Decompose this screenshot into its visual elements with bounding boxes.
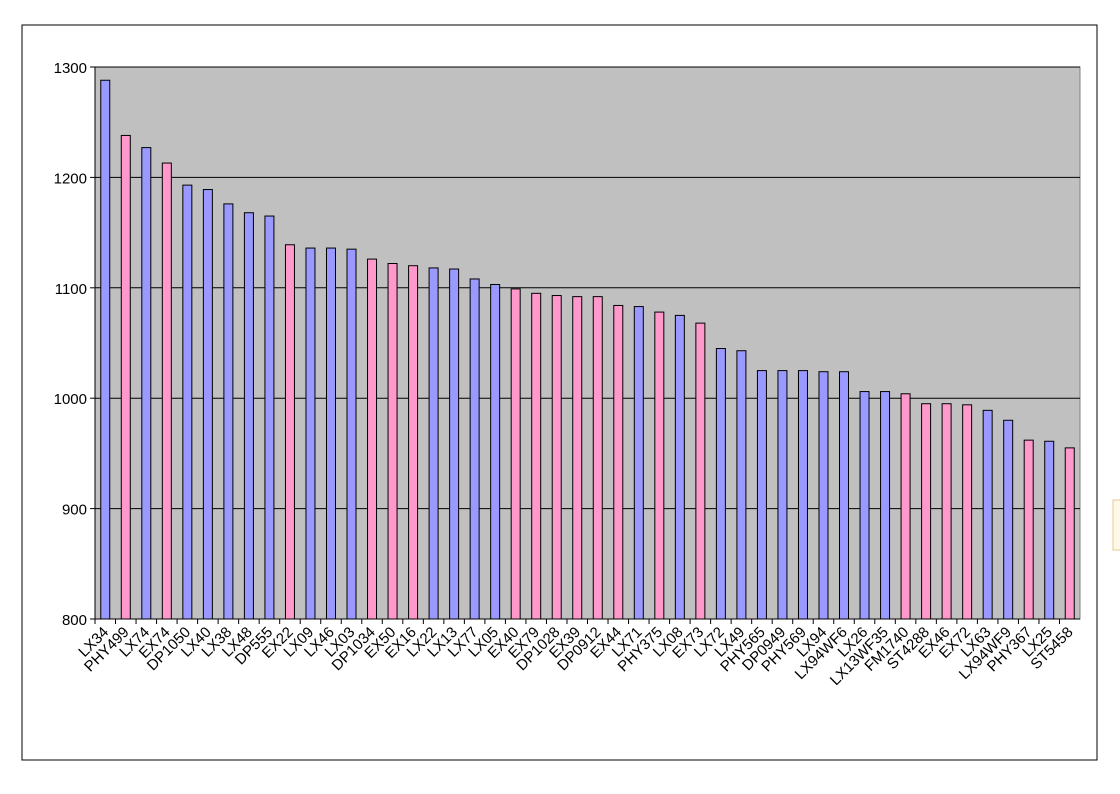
bar xyxy=(921,403,932,620)
bar xyxy=(490,283,501,620)
bar xyxy=(818,371,829,620)
y-tick-label: 1100 xyxy=(55,281,87,298)
bar xyxy=(941,403,952,620)
bar xyxy=(305,247,316,620)
side-widget xyxy=(1112,499,1120,551)
bar xyxy=(531,292,542,620)
bar xyxy=(880,391,891,620)
bar xyxy=(982,409,993,620)
bar xyxy=(469,278,480,620)
bar xyxy=(900,393,911,620)
bar xyxy=(613,304,624,620)
bar xyxy=(100,79,111,620)
bar xyxy=(367,258,378,620)
y-tick-label: 900 xyxy=(62,502,87,519)
bar xyxy=(1023,439,1034,620)
bar xyxy=(572,296,583,620)
bar xyxy=(633,306,644,620)
bar xyxy=(223,203,234,620)
bar xyxy=(715,348,726,620)
bar xyxy=(510,288,521,620)
bar xyxy=(243,212,254,620)
bar xyxy=(1064,447,1075,620)
bar xyxy=(839,371,850,620)
plot-area xyxy=(94,66,1081,620)
bar xyxy=(120,134,131,620)
bar xyxy=(654,311,665,620)
bar xyxy=(161,162,172,620)
bar xyxy=(325,247,336,620)
y-tick-label: 800 xyxy=(62,612,87,629)
bar xyxy=(674,314,685,620)
bar xyxy=(182,184,193,620)
bar xyxy=(551,295,562,620)
y-tick-label: 1300 xyxy=(54,60,87,77)
bar xyxy=(387,263,398,620)
y-tick-label: 1200 xyxy=(54,170,87,187)
bar xyxy=(592,296,603,620)
bar xyxy=(202,189,213,620)
bar xyxy=(1003,419,1014,620)
bar xyxy=(736,350,747,620)
bar xyxy=(408,265,419,620)
bar xyxy=(346,248,357,620)
bar xyxy=(284,244,295,620)
bar xyxy=(1044,440,1055,620)
bar xyxy=(264,215,275,620)
y-tick-label: 1000 xyxy=(54,391,87,408)
bar xyxy=(797,370,808,620)
bar xyxy=(777,370,788,620)
bar xyxy=(695,322,706,620)
bar xyxy=(859,391,870,620)
bar xyxy=(962,404,973,620)
bar xyxy=(449,268,460,620)
bar xyxy=(141,147,152,620)
bar xyxy=(428,267,439,620)
bar xyxy=(756,370,767,620)
